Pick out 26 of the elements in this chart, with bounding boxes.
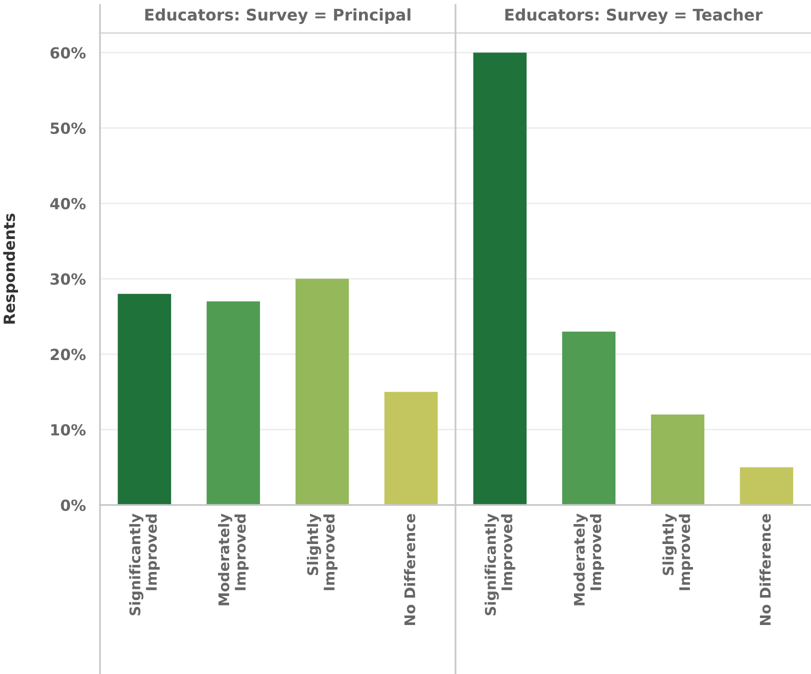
bar (296, 278, 349, 505)
x-tick-label: No Difference (760, 514, 771, 625)
y-tick-label: 60% (50, 47, 86, 59)
bar (384, 392, 438, 505)
x-tick-label: No Difference (404, 514, 416, 625)
x-tick-label: Slightly Improved (662, 514, 693, 590)
chart-title: Educators: Survey = Principal (145, 8, 410, 24)
bar (473, 52, 527, 505)
x-tick-label: Moderately Improved (574, 514, 604, 606)
y-axis-title: Respondents (3, 214, 18, 324)
x-tick-label: Moderately Improved (218, 514, 249, 606)
x-tick-label: Slightly Improved (306, 514, 338, 590)
bar (562, 332, 616, 505)
bar (651, 414, 704, 505)
x-tick-label: Significantly Improved (484, 514, 516, 616)
y-tick-label: 30% (50, 273, 86, 285)
y-tick-label: 10% (51, 424, 86, 436)
y-tick-label: 20% (50, 348, 86, 360)
bar (206, 301, 260, 505)
bar (740, 467, 794, 505)
y-tick-label: 40% (50, 198, 86, 210)
y-tick-label: 50% (50, 122, 86, 134)
bar (118, 294, 172, 505)
chart-title: Educators: Survey = Teacher (505, 8, 763, 24)
y-tick-label: 0% (60, 499, 86, 512)
x-tick-label: Significantly Improved (129, 514, 160, 616)
